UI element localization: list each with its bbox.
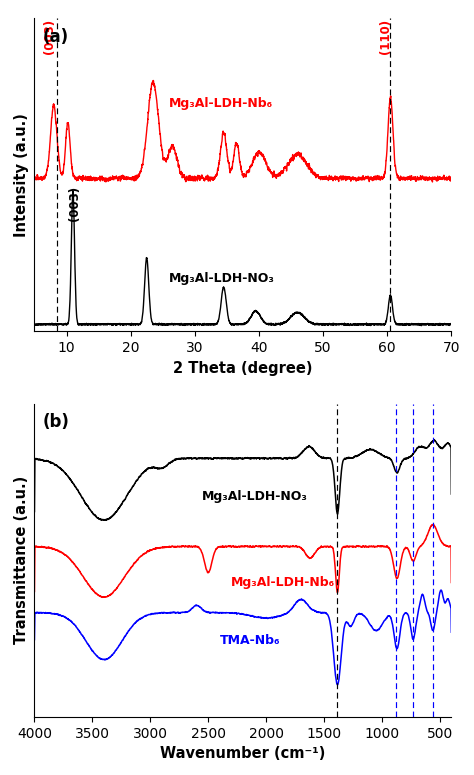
Text: Mg₃Al-LDH-Nb₆: Mg₃Al-LDH-Nb₆ <box>169 97 273 110</box>
X-axis label: Wavenumber (cm⁻¹): Wavenumber (cm⁻¹) <box>160 746 326 761</box>
Text: (003): (003) <box>68 186 82 221</box>
Text: Mg₃Al-LDH-Nb₆: Mg₃Al-LDH-Nb₆ <box>231 576 336 589</box>
Y-axis label: Transmittance (a.u.): Transmittance (a.u.) <box>14 476 29 644</box>
Text: (003): (003) <box>43 19 56 53</box>
Text: (110): (110) <box>380 19 392 53</box>
Text: TMA-Nb₆: TMA-Nb₆ <box>220 634 280 647</box>
Text: Mg₃Al-LDH-NO₃: Mg₃Al-LDH-NO₃ <box>169 272 275 284</box>
Y-axis label: Intensity (a.u.): Intensity (a.u.) <box>14 113 29 237</box>
Text: Mg₃Al-LDH-NO₃: Mg₃Al-LDH-NO₃ <box>202 490 308 503</box>
Text: (b): (b) <box>43 413 70 431</box>
Text: (a): (a) <box>43 28 69 46</box>
X-axis label: 2 Theta (degree): 2 Theta (degree) <box>173 360 313 376</box>
